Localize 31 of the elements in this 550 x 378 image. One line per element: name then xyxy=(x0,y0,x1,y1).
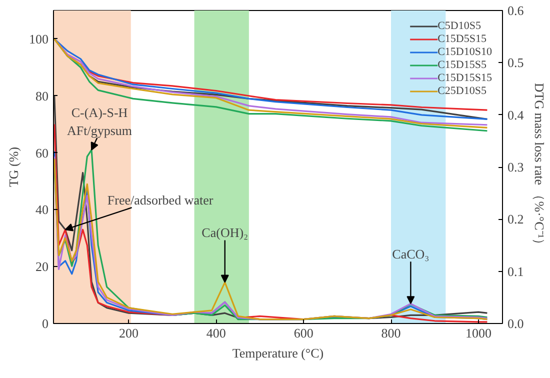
y-tick-label: 100 xyxy=(29,31,48,46)
x-axis-title: Temperature (°C) xyxy=(232,346,324,360)
y-tick-label: 20 xyxy=(36,259,48,274)
y2-axis-title: DTG mass loss rate （%·°C⁻¹） xyxy=(532,82,547,252)
x-tick-label: 600 xyxy=(294,326,314,340)
x-tick-label: 1000 xyxy=(465,326,492,340)
y2-tick-label: 0.1 xyxy=(508,264,524,279)
y2-tick-label: 0.5 xyxy=(508,55,524,70)
x-tick-label: 200 xyxy=(118,326,138,340)
legend-label: C15D15S5 xyxy=(438,59,486,71)
y-tick-label: 80 xyxy=(36,88,48,104)
y-tick-label: 0 xyxy=(42,316,48,331)
x-tick-label: 400 xyxy=(206,326,226,340)
y-axis-title: TG (%) xyxy=(6,146,21,188)
legend-label: C15D15S15 xyxy=(438,72,492,84)
y-tick-label: 40 xyxy=(36,202,48,218)
y2-tick-label: 0.2 xyxy=(508,212,524,227)
annotation: CaCO₃ xyxy=(392,246,430,262)
legend-label: C25D10S5 xyxy=(438,85,486,97)
y2-tick-label: 0.6 xyxy=(508,3,524,18)
legend-label: C15D10S10 xyxy=(438,46,492,58)
y2-tick-label: 0.4 xyxy=(508,107,524,122)
x-tick-label: 800 xyxy=(381,326,401,340)
annotation: Free/adsorbed water xyxy=(107,192,214,208)
annotation: C-(A)-S-H AFt/gypsum xyxy=(67,104,132,138)
y-tick-label: 60 xyxy=(36,145,48,160)
legend-label: C15D5S15 xyxy=(438,33,486,45)
annotation: Ca(OH)₂ xyxy=(202,225,248,240)
legend-label: C5D10S5 xyxy=(438,20,481,32)
y2-tick-label: 0.0 xyxy=(508,316,524,331)
y2-tick-label: 0.3 xyxy=(508,160,524,174)
